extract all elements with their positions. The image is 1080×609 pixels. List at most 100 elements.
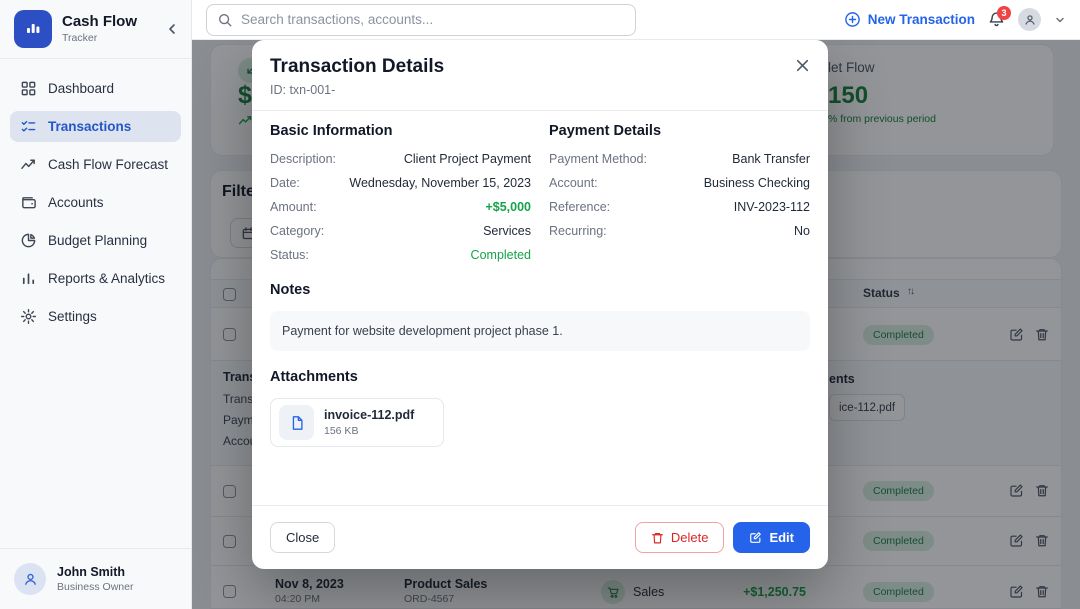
sidebar-item-reports[interactable]: Reports & Analytics — [10, 263, 181, 294]
account-menu-button[interactable] — [1018, 8, 1041, 31]
select-all-checkbox[interactable] — [223, 288, 236, 301]
sidebar-item-label: Accounts — [48, 195, 104, 210]
detail-value: Bank Transfer — [732, 152, 810, 166]
edit-icon[interactable] — [1009, 483, 1024, 498]
expanded-line-fragment: Accou — [223, 434, 257, 448]
trash-icon — [651, 532, 663, 543]
brand-text: Cash Flow Tracker — [62, 13, 137, 45]
detail-row: Account: Business Checking — [549, 176, 810, 190]
transaction-reference: ORD-4567 — [404, 593, 455, 605]
new-transaction-button[interactable]: New Transaction — [844, 11, 975, 28]
cell-description: Product Sales ORD-4567 — [404, 577, 487, 605]
row-checkbox[interactable] — [223, 485, 236, 498]
top-header: New Transaction 3 — [192, 0, 1080, 40]
detail-value: Business Checking — [703, 176, 810, 190]
user-name: John Smith — [57, 565, 126, 579]
attachment-chip[interactable]: ice-112.pdf — [829, 394, 906, 421]
detail-value: Client Project Payment — [403, 152, 531, 166]
sidebar-item-label: Reports & Analytics — [48, 271, 166, 286]
trash-icon[interactable] — [1035, 483, 1049, 498]
attachment-item[interactable]: invoice-112.pdf 156 KB — [270, 398, 444, 447]
header-actions: New Transaction 3 — [844, 6, 1080, 31]
status-badge: Completed — [863, 325, 934, 345]
expanded-line-fragment: Transa — [223, 392, 260, 406]
edit-icon[interactable] — [1009, 533, 1024, 548]
search-icon — [217, 12, 233, 33]
detail-value: INV-2023-112 — [733, 200, 810, 214]
sidebar-collapse-button[interactable] — [165, 22, 179, 36]
trash-icon[interactable] — [1035, 533, 1049, 548]
detail-label: Payment Method: — [549, 152, 647, 166]
detail-value: Services — [483, 224, 531, 238]
expanded-line-fragment: Payme — [223, 413, 261, 427]
table-row[interactable]: Completed — [211, 517, 1061, 566]
notes-title: Notes — [270, 282, 311, 298]
trash-icon[interactable] — [1035, 327, 1049, 342]
category-sales-icon — [601, 580, 625, 604]
sidebar-item-settings[interactable]: Settings — [10, 301, 181, 332]
sidebar-item-label: Transactions — [48, 119, 132, 134]
search-wrap — [206, 3, 636, 36]
cell-date: Nov 8, 2023 04:20 PM — [275, 577, 344, 605]
attachment-name: invoice-112.pdf — [324, 408, 415, 422]
detail-row: Reference: INV-2023-112 — [549, 200, 810, 214]
payment-details-section: Payment Details Payment Method: Bank Tra… — [549, 123, 810, 272]
transaction-details-modal: Transaction Details ID: txn-001- Basic I… — [252, 40, 828, 569]
file-icon — [279, 405, 314, 440]
plus-circle-icon — [844, 12, 860, 27]
sidebar-item-dashboard[interactable]: Dashboard — [10, 73, 181, 104]
trend-up-icon — [238, 115, 253, 126]
brand-header: Cash Flow Tracker — [0, 0, 191, 59]
modal-close-button[interactable] — [795, 58, 810, 73]
sidebar-item-label: Settings — [48, 309, 97, 324]
brand-subtitle: Tracker — [62, 32, 98, 45]
accounts-icon — [20, 194, 37, 211]
transaction-date: Nov 8, 2023 — [275, 577, 344, 591]
sidebar-item-transactions[interactable]: Transactions — [10, 111, 181, 142]
detail-value: No — [794, 224, 810, 238]
sidebar-nav: Dashboard Transactions Cash Flow Forecas… — [0, 59, 191, 346]
sort-icon[interactable]: ↑↓ — [907, 286, 915, 297]
modal-title: Transaction Details — [270, 56, 445, 77]
notifications-button[interactable]: 3 — [988, 6, 1011, 28]
detail-label: Category: — [270, 224, 325, 238]
detail-label: Account: — [549, 176, 598, 190]
edit-icon[interactable] — [1009, 327, 1024, 342]
attachment-size: 156 KB — [324, 425, 359, 437]
reports-icon — [20, 270, 37, 287]
new-transaction-label: New Transaction — [867, 12, 975, 27]
dashboard-icon — [20, 80, 37, 97]
search-input[interactable] — [206, 3, 636, 36]
row-checkbox[interactable] — [223, 328, 236, 341]
detail-row: Amount: +$5,000 — [270, 200, 531, 214]
section-title: Payment Details — [549, 123, 662, 139]
net-flow-change-fragment: % from previous period — [828, 113, 936, 125]
category-label: Sales — [633, 585, 665, 599]
row-checkbox[interactable] — [223, 585, 236, 598]
detail-label: Status: — [270, 248, 309, 262]
sidebar-item-forecast[interactable]: Cash Flow Forecast — [10, 149, 181, 180]
sidebar-item-accounts[interactable]: Accounts — [10, 187, 181, 218]
delete-button[interactable]: Delete — [634, 522, 725, 553]
delete-button-label: Delete — [670, 530, 709, 545]
user-icon — [24, 573, 36, 585]
sidebar: Cash Flow Tracker Dashboard Transactions… — [0, 0, 192, 609]
app-logo — [14, 10, 52, 48]
sidebar-user[interactable]: John Smith Business Owner — [0, 548, 191, 609]
detail-label: Description: — [270, 152, 336, 166]
account-caret-button[interactable] — [1054, 14, 1066, 26]
trash-icon[interactable] — [1035, 584, 1049, 599]
sidebar-item-budget[interactable]: Budget Planning — [10, 225, 181, 256]
row-checkbox[interactable] — [223, 535, 236, 548]
status-column-header[interactable]: Status — [863, 286, 900, 300]
avatar — [14, 563, 46, 595]
edit-button[interactable]: Edit — [733, 522, 810, 553]
detail-label: Reference: — [549, 200, 611, 214]
attachments-label-fragment: ents — [829, 372, 855, 386]
close-button[interactable]: Close — [270, 522, 336, 553]
detail-row: Date: Wednesday, November 15, 2023 — [270, 176, 531, 190]
table-row[interactable]: Nov 8, 2023 04:20 PM Product Sales ORD-4… — [211, 566, 1061, 608]
chevron-left-icon — [169, 24, 175, 34]
edit-icon[interactable] — [1009, 584, 1024, 599]
